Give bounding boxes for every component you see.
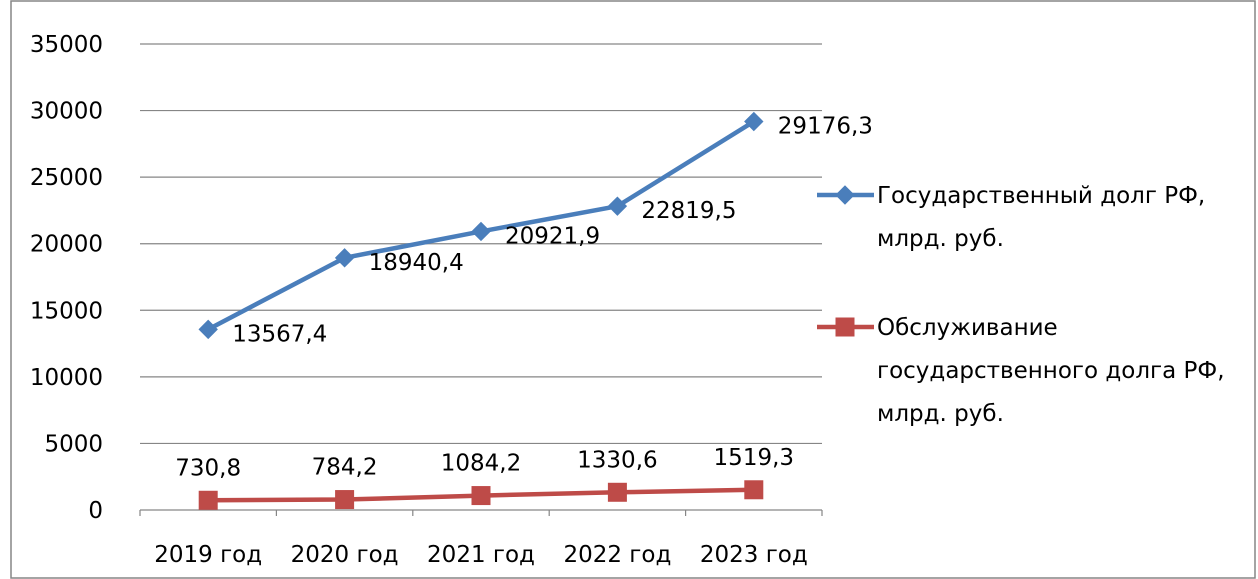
legend-label-line: Государственный долг РФ, xyxy=(877,183,1205,209)
y-tick-label: 20000 xyxy=(30,232,103,258)
x-tick-label: 2019 год xyxy=(154,542,262,568)
debt-point xyxy=(744,111,764,132)
y-tick-label: 15000 xyxy=(30,298,103,324)
legend-item-debt-service: Обслуживание государственного долга РФ, мл… xyxy=(817,315,1225,427)
debt-data-label: 20921,9 xyxy=(505,223,600,249)
legend-label-line: Обслуживание xyxy=(877,315,1058,341)
debt-service-data-label: 730,8 xyxy=(175,455,241,481)
debt-point xyxy=(198,319,218,340)
y-tick-label: 35000 xyxy=(30,32,103,58)
legend-swatch-marker xyxy=(835,185,855,205)
legend-label-line: млрд. руб. xyxy=(877,226,1004,252)
debt-service-point xyxy=(471,486,491,506)
x-tick-label: 2023 год xyxy=(700,542,808,568)
data-labels: 13567,4 18940,4 20921,9 22819,5 29176,3 730,8… xyxy=(175,114,873,482)
chart-frame-border xyxy=(10,0,1256,579)
debt-service-data-label: 784,2 xyxy=(312,455,378,481)
y-tick-label: 0 xyxy=(88,498,103,524)
debt-service-point xyxy=(607,482,627,502)
debt-point xyxy=(471,221,491,242)
debt-service-point xyxy=(335,490,355,510)
gridlines xyxy=(140,43,822,445)
debt-service-data-label: 1084,2 xyxy=(441,451,521,477)
legend-swatch-marker xyxy=(835,317,855,337)
debt-service-data-label: 1330,6 xyxy=(577,447,657,473)
debt-data-label: 18940,4 xyxy=(369,250,464,276)
debt-point xyxy=(334,248,355,268)
debt-data-label: 29176,3 xyxy=(778,114,873,140)
x-tick-label: 2021 год xyxy=(427,542,535,568)
debt-data-label: 13567,4 xyxy=(232,321,327,347)
series-group xyxy=(198,111,764,510)
y-tick-label: 10000 xyxy=(30,365,103,391)
legend: Государственный долг РФ,млрд. руб.Обслуж… xyxy=(817,183,1225,427)
axes: 0 5000 10000 15000 20000 25000 30000 35000 2019 … xyxy=(30,32,823,568)
x-tick-label: 2022 год xyxy=(563,542,671,568)
legend-label-line: млрд. руб. xyxy=(877,401,1004,427)
y-tick-label: 30000 xyxy=(30,99,103,125)
debt-point xyxy=(607,196,628,216)
debt-data-label: 22819,5 xyxy=(641,198,736,224)
debt-service-point xyxy=(198,490,218,510)
legend-item-debt: Государственный долг РФ, млрд. руб. xyxy=(817,183,1205,252)
debt-service-data-label: 1519,3 xyxy=(714,445,794,471)
y-tick-label: 25000 xyxy=(30,165,103,191)
y-tick-label: 5000 xyxy=(44,431,103,457)
debt-service-point xyxy=(744,480,764,500)
x-tick-label: 2020 год xyxy=(291,542,399,568)
legend-label-line: государственного долга РФ, xyxy=(877,358,1225,384)
